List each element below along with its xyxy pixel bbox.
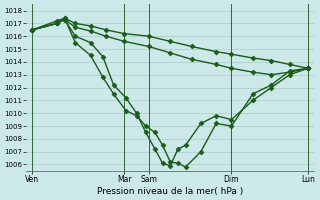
X-axis label: Pression niveau de la mer( hPa ): Pression niveau de la mer( hPa ) <box>97 187 244 196</box>
